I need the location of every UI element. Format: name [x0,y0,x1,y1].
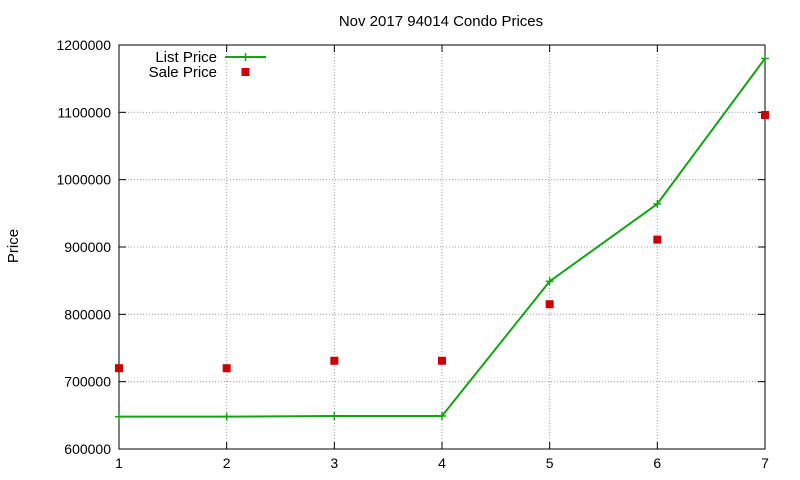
tick-labels: 6000007000008000009000001000000110000012… [56,37,769,471]
x-tick-label: 5 [546,455,554,471]
sale-price-point [222,364,231,373]
y-tick-label: 900000 [64,239,111,255]
x-tick-label: 4 [438,455,446,471]
legend-swatch-list-price-marker [241,53,250,61]
plot-axes [118,44,766,450]
sale-price-point [115,364,123,373]
chart-title: Nov 2017 94014 Condo Prices [339,13,543,30]
y-tick-label: 1000000 [56,172,111,188]
x-tick-label: 2 [223,455,231,471]
list-price-point [330,412,339,421]
x-tick-label: 3 [330,455,338,471]
list-price-point [761,54,769,63]
sale-price-point [330,356,339,365]
x-tick-label: 6 [653,455,661,471]
y-tick-label: 800000 [64,306,111,322]
list-price-point [115,412,123,421]
sale-price-point [438,356,446,365]
list-price-point [438,412,446,421]
sale-price-point [545,300,554,309]
y-tick-label: 1100000 [58,104,112,120]
data-series [115,54,769,421]
y-axis-title: Price [5,229,22,263]
list-price-point [653,199,662,208]
x-tick-label: 7 [761,455,769,471]
y-tick-label: 700000 [64,374,111,390]
legend-swatch-sale-price-marker [241,68,250,76]
legend-label-list-price: List Price [155,49,217,66]
x-tick-label: 1 [115,455,123,471]
list-price-point [545,277,554,286]
y-tick-label: 600000 [64,441,111,457]
sale-price-point [761,111,769,120]
sale-price-point [653,235,662,244]
grid-lines [119,45,765,449]
legend-label-sale-price: Sale Price [149,64,217,81]
list-price-point [222,412,231,421]
y-tick-label: 1200000 [56,37,111,53]
